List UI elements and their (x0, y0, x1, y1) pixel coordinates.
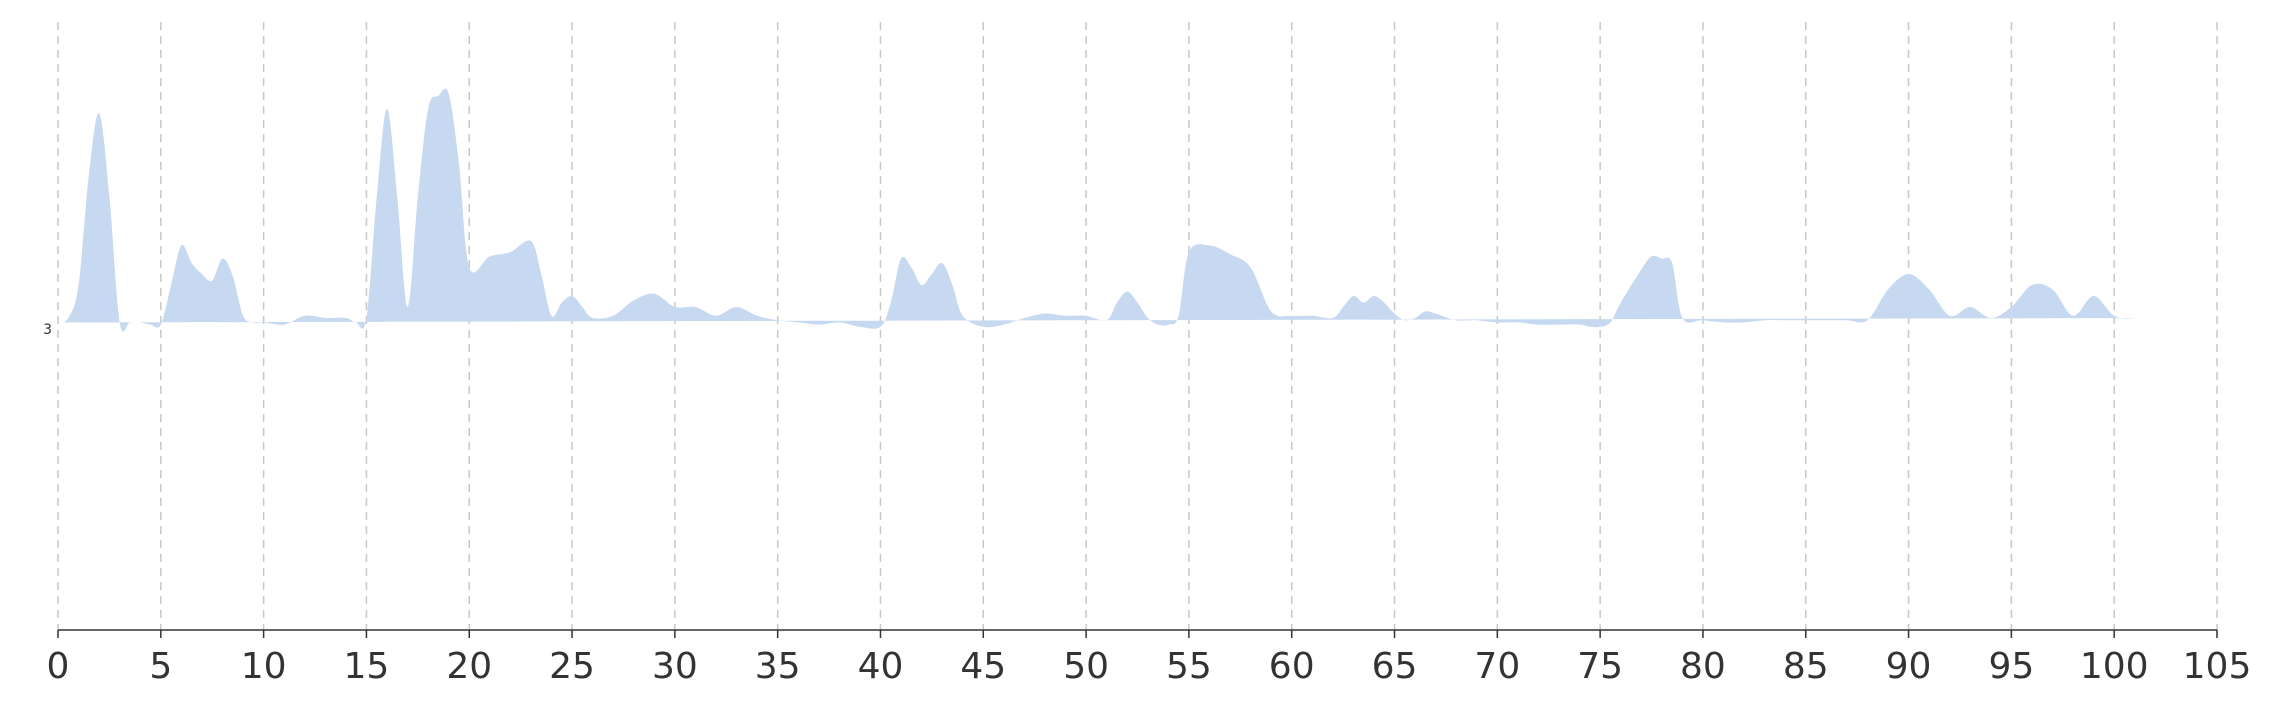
x-tick-label-0: 0 (47, 646, 70, 687)
x-tick-label-65: 65 (1372, 646, 1418, 687)
category-labels: 3 (43, 322, 52, 338)
x-tick-label-75: 75 (1577, 646, 1623, 687)
x-tick-label-90: 90 (1886, 646, 1932, 687)
x-tick-label-25: 25 (549, 646, 595, 687)
x-tick-label-30: 30 (652, 646, 698, 687)
category-label-3: 3 (43, 322, 52, 338)
x-tick-label-85: 85 (1783, 646, 1829, 687)
series-areas (58, 88, 2135, 332)
x-tick-label-15: 15 (344, 646, 390, 687)
x-tick-label-95: 95 (1988, 646, 2034, 687)
x-tick-label-50: 50 (1063, 646, 1109, 687)
x-tick-label-35: 35 (755, 646, 801, 687)
x-tick-label-80: 80 (1680, 646, 1726, 687)
x-tick-label-20: 20 (446, 646, 492, 687)
x-tick-label-5: 5 (149, 646, 172, 687)
x-tick-label-100: 100 (2080, 646, 2149, 687)
x-tick-label-40: 40 (858, 646, 904, 687)
x-tick-label-45: 45 (960, 646, 1006, 687)
violin-area-3 (58, 88, 2135, 332)
x-tick-label-60: 60 (1269, 646, 1315, 687)
vertical-gridlines (57, 22, 2218, 630)
x-tick-label-105: 105 (2183, 646, 2252, 687)
x-axis: 0 5 10 15 20 25 30 35 40 45 50 55 60 65 70 75 80 85 90 95 10… (47, 629, 2252, 687)
x-tick-label-10: 10 (241, 646, 287, 687)
x-tick-label-55: 55 (1166, 646, 1212, 687)
x-tick-label-70: 70 (1474, 646, 1520, 687)
